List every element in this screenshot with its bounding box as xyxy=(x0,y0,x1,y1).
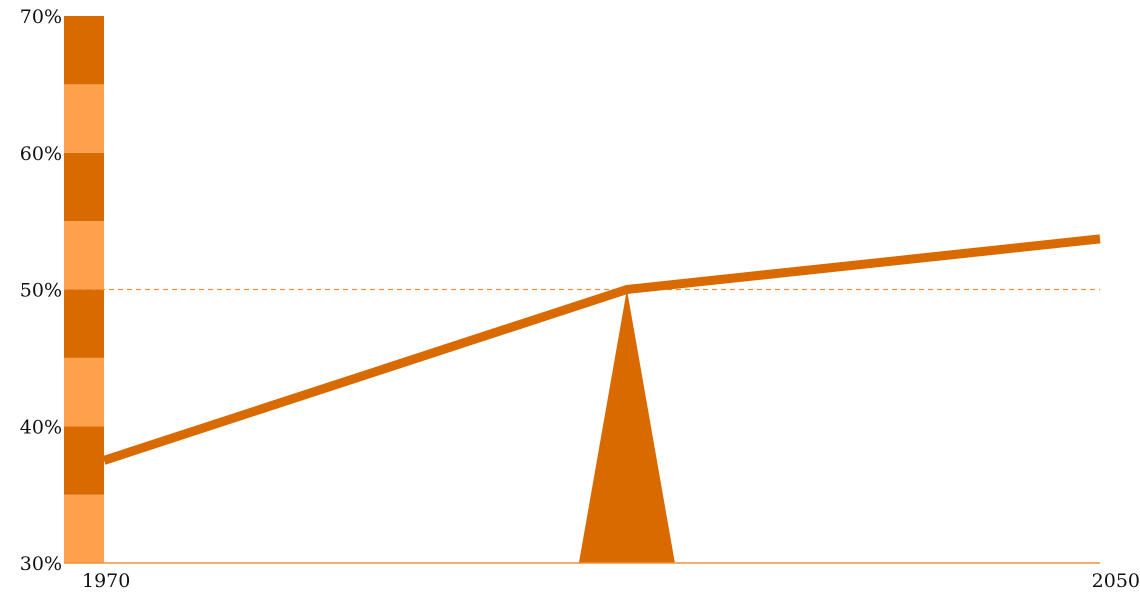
fulcrum-triangle xyxy=(578,289,675,563)
y-tick-label: 30% xyxy=(20,553,62,575)
fulcrum-group xyxy=(578,289,675,563)
x-axis-tick-labels: 1970 2050 xyxy=(82,570,1140,592)
scale-bar-band-7 xyxy=(64,16,104,85)
x-tick-label: 1970 xyxy=(82,570,130,592)
y-tick-label: 40% xyxy=(20,416,62,438)
y-tick-label: 60% xyxy=(20,143,62,165)
scale-bar-band-3 xyxy=(64,289,104,358)
series-line-0 xyxy=(102,234,1101,465)
series-group xyxy=(102,234,1101,465)
scale-bar-band-2 xyxy=(64,357,104,427)
scale-bar-band-5 xyxy=(64,152,104,222)
scale-bar xyxy=(64,16,104,563)
scale-bar-band-1 xyxy=(64,426,104,495)
x-tick-label: 2050 xyxy=(1092,570,1140,592)
scale-bar-band-0 xyxy=(64,494,104,563)
y-tick-label: 70% xyxy=(20,6,62,28)
y-axis-tick-labels: 30% 40% 50% 60% 70% xyxy=(20,6,62,575)
scale-bar-band-4 xyxy=(64,221,104,290)
y-tick-label: 50% xyxy=(20,280,62,302)
scale-bar-band-6 xyxy=(64,84,104,153)
